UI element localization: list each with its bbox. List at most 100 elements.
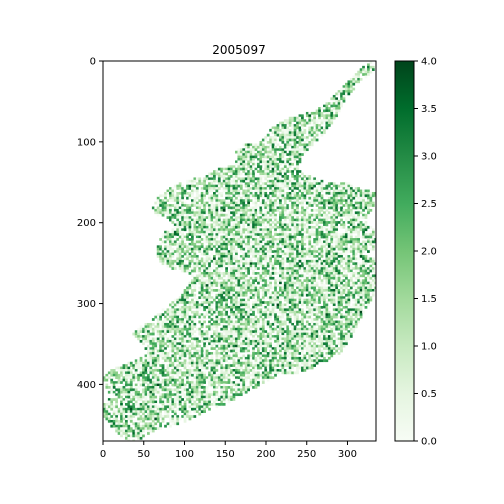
raster-cell [149,332,153,336]
raster-cell [291,211,294,215]
raster-cell [166,199,170,202]
raster-cell [259,228,263,232]
raster-cell [340,315,343,319]
raster-cell [227,240,231,244]
raster-cell [305,201,309,205]
raster-cell [342,327,346,331]
raster-cell [332,296,336,300]
raster-cell [173,230,177,234]
raster-cell [164,201,167,205]
raster-cell [178,264,182,268]
raster-cell [181,269,184,273]
raster-cell [222,221,226,224]
raster-cell [217,284,221,287]
raster-cell [320,187,324,190]
raster-cell [254,167,258,171]
raster-cell [291,252,294,256]
raster-cell [308,179,312,183]
raster-cell [264,242,268,246]
raster-cell [188,245,192,249]
raster-cell [227,308,231,312]
raster-cell [169,240,172,244]
raster-cell [200,318,204,321]
raster-cell [369,235,373,239]
raster-cell [364,298,368,302]
raster-cell [288,221,292,224]
raster-cell [296,245,299,249]
raster-cell [347,320,351,324]
raster-cell [183,291,187,295]
raster-cell [261,153,265,156]
raster-cell [183,325,187,329]
raster-cell [254,199,258,202]
raster-cell [252,279,255,283]
raster-cell [164,332,167,336]
raster-cell [164,240,167,244]
raster-cell [217,252,221,256]
raster-cell [227,318,231,321]
raster-cell [215,213,219,217]
raster-cell [269,335,272,338]
raster-cell [232,250,236,253]
raster-cell [215,322,219,326]
raster-cell [235,291,238,295]
raster-cell [367,235,370,239]
raster-cell [286,291,290,295]
raster-cell [279,221,282,224]
raster-cell [283,196,287,200]
raster-cell [330,320,334,324]
raster-cell [244,158,248,161]
raster-cell [191,293,194,297]
raster-cell [323,286,326,290]
raster-cell [269,276,272,280]
raster-cell [249,320,253,324]
raster-cell [215,184,219,188]
raster-cell [217,335,221,338]
raster-cell [257,240,260,244]
raster-cell [195,240,199,244]
raster-cell [296,211,299,215]
raster-cell [252,155,255,159]
raster-cell [288,225,292,229]
raster-cell [225,262,228,266]
raster-cell [252,335,255,338]
raster-cell [171,235,175,239]
raster-cell [215,230,219,234]
raster-cell [352,240,356,244]
raster-cell [352,308,356,312]
raster-cell [264,191,268,195]
raster-cell [269,170,272,173]
raster-cell [257,252,260,256]
raster-cell [200,274,204,278]
raster-cell [342,97,346,101]
raster-cell [166,204,170,207]
raster-cell [205,211,209,215]
raster-cell [320,126,324,130]
raster-cell [217,184,221,188]
raster-cell [227,250,231,253]
raster-cell [261,235,265,239]
raster-cell [266,223,270,227]
raster-cell [345,267,348,270]
raster-cell [261,230,265,234]
raster-cell [283,335,287,338]
raster-cell [200,216,204,219]
raster-cell [274,150,277,154]
raster-cell [337,310,341,314]
raster-cell [225,242,228,246]
raster-cell [247,204,250,207]
raster-cell [186,218,189,222]
raster-cell [323,330,326,333]
raster-cell [249,327,253,331]
raster-cell [203,264,206,268]
raster-cell [340,308,343,312]
raster-cell [367,233,370,236]
raster-cell [352,327,356,331]
raster-cell [261,330,265,333]
raster-cell [176,318,180,321]
raster-cell [327,216,331,219]
raster-cell [193,318,197,321]
raster-cell [271,182,275,186]
raster-cell [325,327,329,331]
raster-cell [281,230,285,234]
